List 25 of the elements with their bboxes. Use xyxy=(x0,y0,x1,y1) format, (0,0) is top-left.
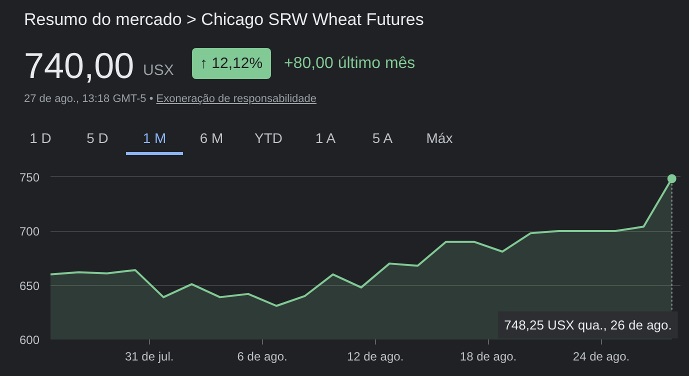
x-tick-label: 24 de ago. xyxy=(572,350,630,364)
x-tick-label: 18 de ago. xyxy=(460,350,517,364)
text: Máx xyxy=(425,129,454,148)
text: 5 A xyxy=(371,129,394,148)
text: 27 de ago., 13:18 GMT-5 • xyxy=(24,93,154,105)
chart-title: Resumo do mercado > Chicago SRW Wheat Futures xyxy=(24,9,424,31)
y-tick-label: 600 xyxy=(19,333,40,347)
x-tick-label: 12 de ago. xyxy=(346,350,404,364)
text: Exoneração de responsabilidade xyxy=(156,93,316,105)
text: YTD xyxy=(254,129,284,148)
text: 1 M xyxy=(126,128,183,155)
y-tick-label: 750 xyxy=(19,170,40,184)
text: 1 D xyxy=(28,129,52,148)
text: 5 D xyxy=(86,129,110,148)
x-tick-label: 6 de ago. xyxy=(237,350,288,364)
text: USX xyxy=(143,61,174,81)
y-tick-label: 650 xyxy=(19,278,40,293)
x-tick-label: 31 de jul. xyxy=(125,350,174,364)
text: 6 M xyxy=(198,129,224,148)
text: ↑ 12,12% xyxy=(192,48,271,80)
text: 1 A xyxy=(314,129,337,148)
text: 740,00 xyxy=(24,44,134,88)
annotation: 748,25 USX qua., 26 de ago. xyxy=(504,317,672,332)
text: +80,00 último mês xyxy=(284,54,416,74)
y-tick-label: 700 xyxy=(19,224,40,239)
